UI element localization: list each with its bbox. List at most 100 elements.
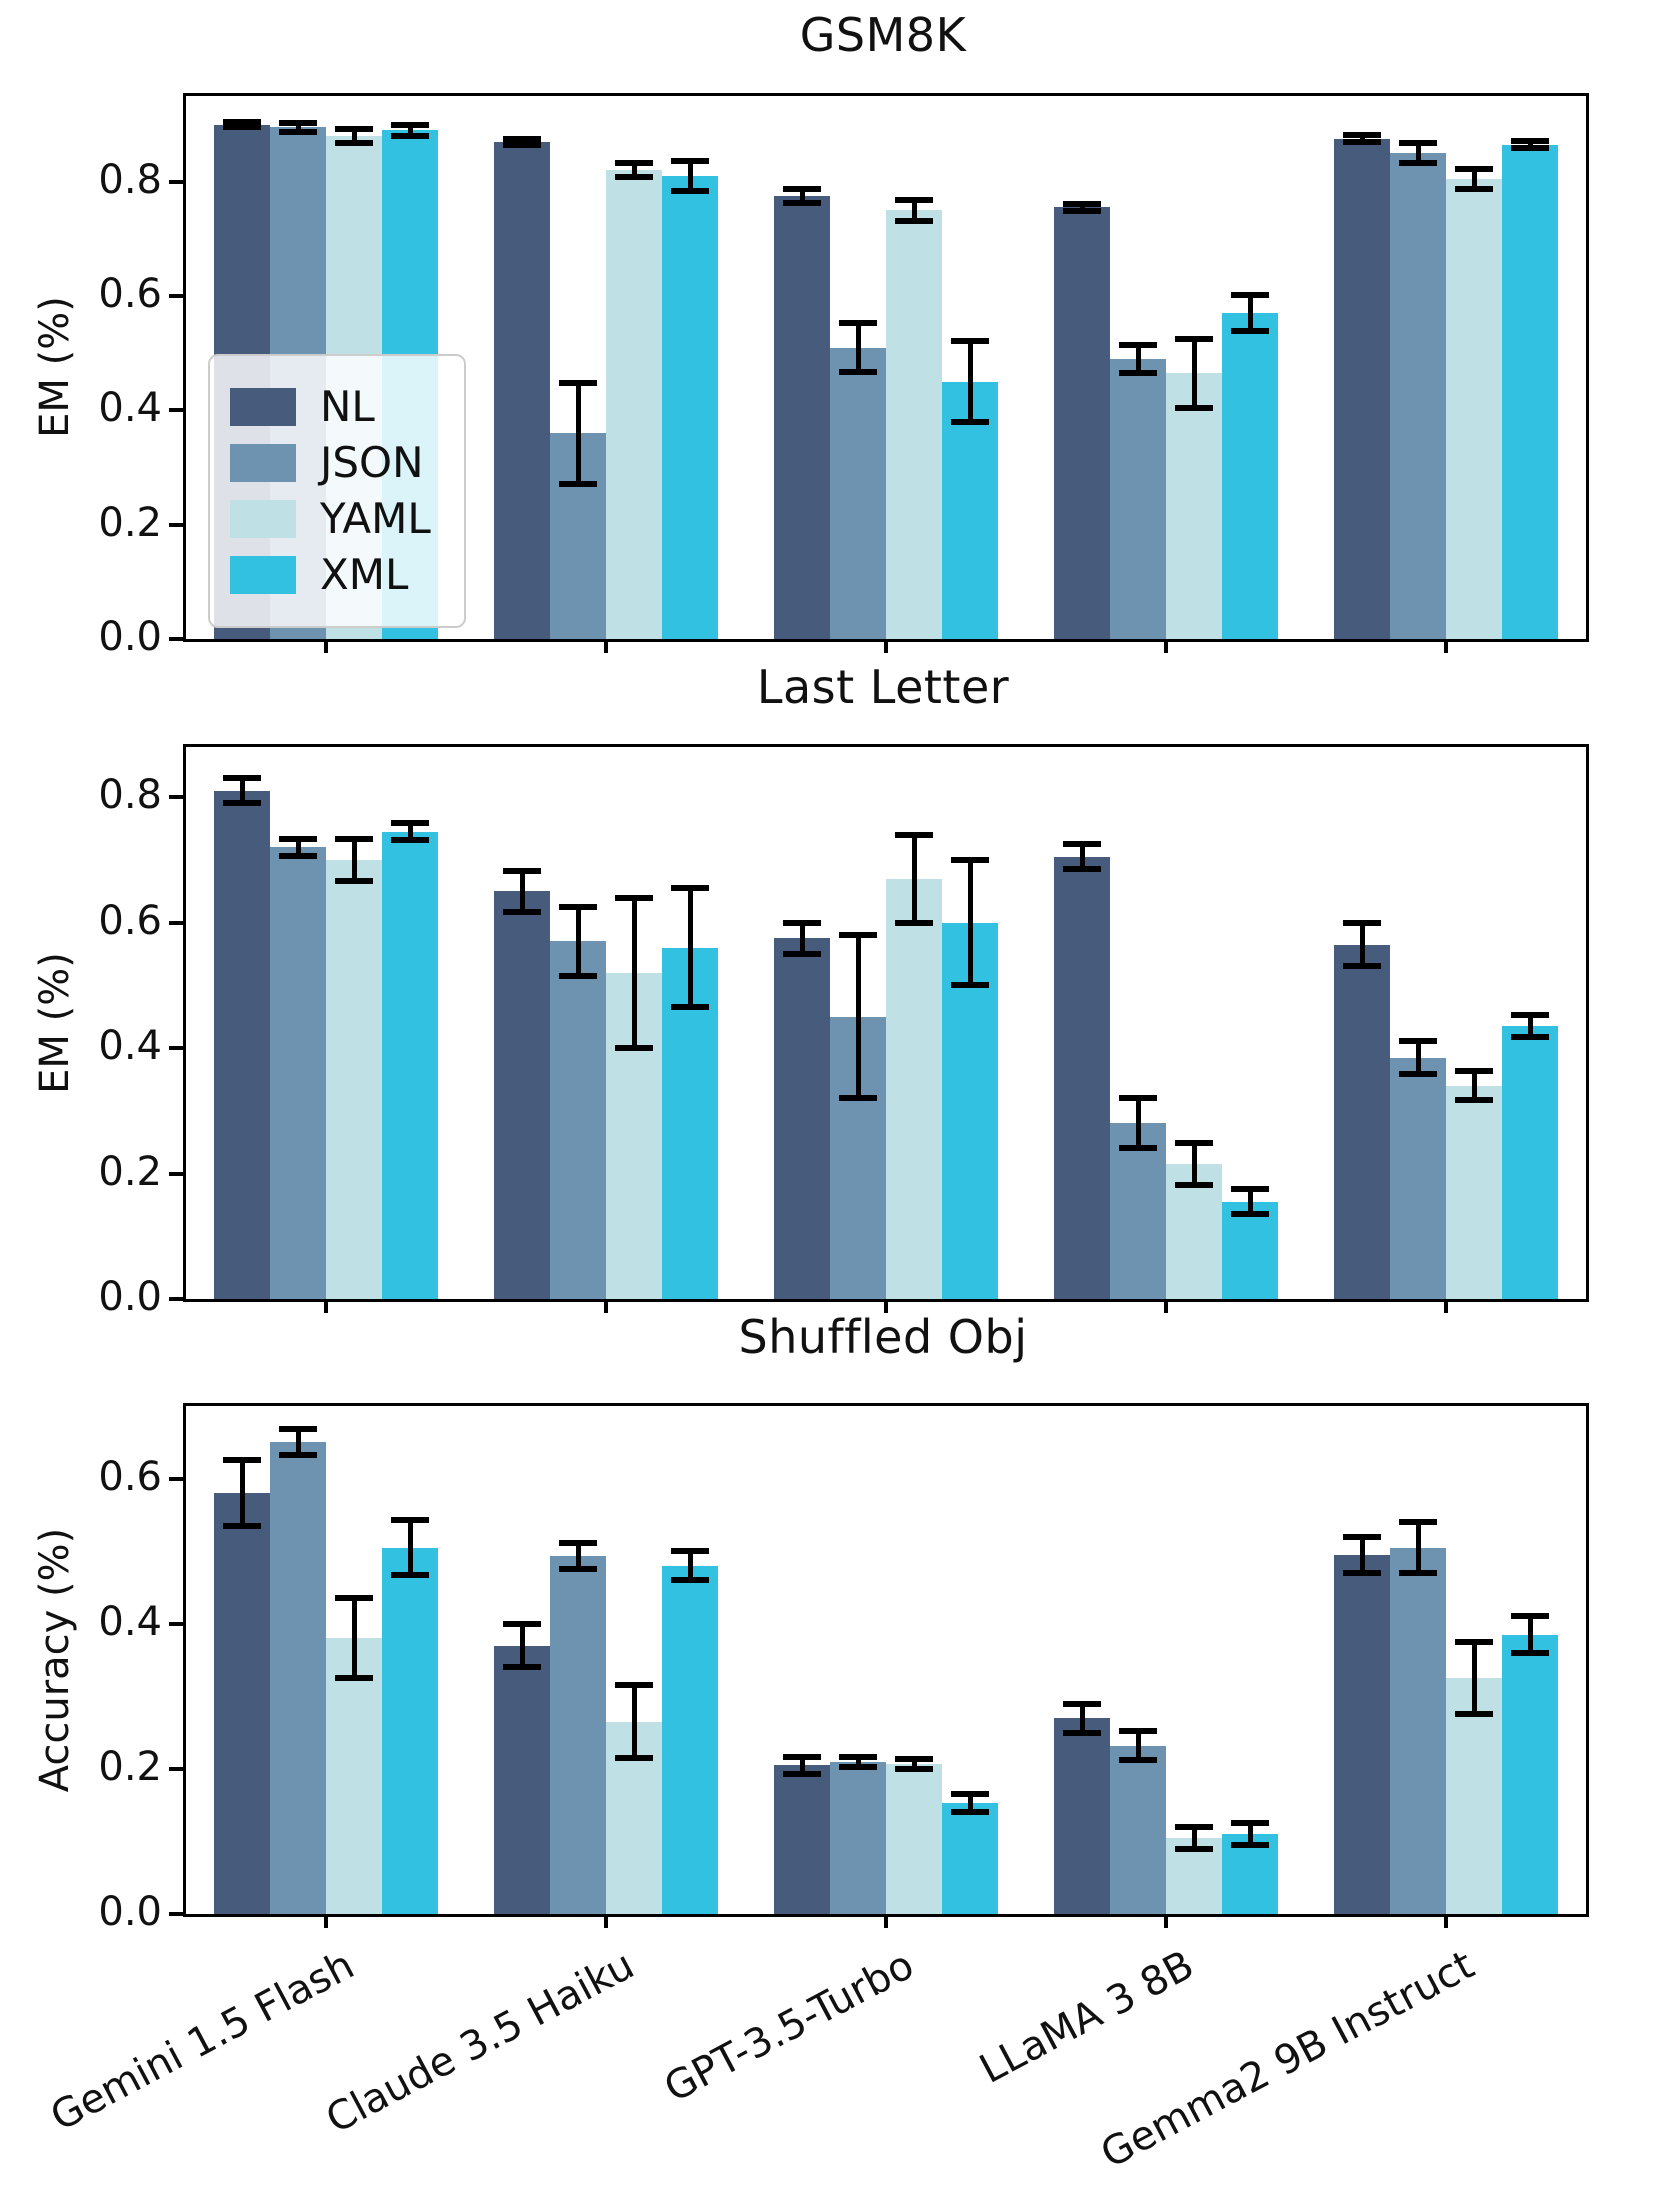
error-bar-cap: [783, 951, 821, 957]
legend-swatch-yaml: [230, 500, 296, 538]
error-bar-stem: [1247, 1189, 1253, 1215]
x-tick-label-model: LLaMA 3 8B: [972, 1942, 1202, 2093]
error-bar-cap: [951, 419, 989, 426]
bar-yaml-3: [886, 1763, 942, 1914]
error-bar-cap: [335, 1675, 373, 1682]
error-bar-stem: [855, 1756, 861, 1767]
legend-box: NL JSON YAML XML: [208, 354, 466, 628]
error-bar-cap: [1455, 166, 1493, 173]
error-bar-stem: [1135, 344, 1141, 374]
bar-xml-2: [662, 1565, 718, 1914]
error-bar-cap: [671, 885, 709, 892]
error-bar-cap: [1175, 335, 1213, 342]
bar-nl-5: [1334, 944, 1390, 1299]
error-bar-cap: [1175, 1139, 1213, 1146]
bar-json-1: [270, 847, 326, 1299]
y-tick-mark: [169, 1766, 183, 1771]
error-bar-stem: [911, 834, 917, 923]
x-tick-mark: [604, 1914, 608, 1928]
error-bar-stem: [1079, 1703, 1085, 1733]
error-bar-cap: [1455, 1097, 1493, 1104]
error-bar-cap: [1399, 159, 1437, 166]
error-bar-cap: [1343, 920, 1381, 927]
error-bar-cap: [615, 1754, 653, 1761]
bar-json-2: [550, 1556, 606, 1914]
x-tick-label-model: GPT-3.5-Turbo: [657, 1942, 922, 2112]
error-bar-cap: [1231, 1186, 1269, 1193]
error-bar-cap: [839, 932, 877, 939]
error-bar-cap: [1231, 1211, 1269, 1218]
error-bar-cap: [559, 480, 597, 487]
error-bar-stem: [631, 897, 637, 1049]
error-bar-cap: [1231, 1842, 1269, 1849]
error-bar-cap: [559, 379, 597, 386]
plot-area-shuffled-obj: 0.0 0.2 0.4 0.6 Gemini 1.5 Flash Claude 3.5 H…: [43, 1403, 1589, 2177]
error-bar-cap: [1511, 1613, 1549, 1620]
error-bar-cap: [503, 135, 541, 142]
error-bar-cap: [391, 1572, 429, 1579]
y-tick-mark: [169, 637, 183, 641]
error-bar-stem: [1527, 141, 1533, 148]
error-bar-stem: [1415, 1522, 1421, 1573]
error-bar-stem: [799, 1756, 805, 1774]
legend-swatch-xml: [230, 556, 296, 594]
error-bar-stem: [295, 122, 301, 132]
bar-nl-4: [1054, 207, 1110, 639]
error-bar-cap: [1119, 370, 1157, 377]
bar-xml-2: [662, 176, 718, 639]
error-bar-stem: [407, 822, 413, 841]
error-bar-cap: [1343, 132, 1381, 139]
x-tick-mark: [1164, 1914, 1168, 1928]
error-bar-cap: [279, 129, 317, 135]
y-tick-mark: [169, 1912, 183, 1916]
error-bar-stem: [519, 1623, 525, 1668]
error-bar-cap: [783, 1770, 821, 1777]
y-tick-label: 0.2: [98, 1148, 162, 1195]
error-bar-cap: [895, 1755, 933, 1762]
legend-swatch-nl: [230, 388, 296, 426]
error-bar-cap: [559, 972, 597, 979]
x-tick-mark: [324, 1299, 328, 1313]
error-bar-cap: [1231, 291, 1269, 298]
error-bar-cap: [503, 908, 541, 915]
error-bar-stem: [1079, 204, 1085, 211]
bar-yaml-1: [326, 1638, 382, 1914]
error-bar-stem: [407, 124, 413, 136]
bar-nl-1: [214, 790, 270, 1299]
bar-json-4: [1110, 358, 1166, 639]
y-tick-label: 0.8: [98, 772, 162, 819]
legend-label-yaml: YAML: [320, 494, 431, 543]
error-bar-stem: [575, 906, 581, 976]
error-bar-cap: [1455, 185, 1493, 192]
error-bar-stem: [855, 322, 861, 373]
x-tick-mark: [1444, 1299, 1448, 1313]
error-bar-cap: [671, 157, 709, 164]
error-bar-cap: [951, 1808, 989, 1815]
bar-xml-4: [1222, 1201, 1278, 1299]
error-bar-stem: [351, 839, 357, 881]
y-tick-mark: [169, 408, 183, 413]
error-bar-cap: [279, 852, 317, 859]
error-bar-stem: [1415, 1040, 1421, 1075]
error-bar-cap: [1399, 140, 1437, 147]
error-bar-cap: [783, 199, 821, 206]
error-bar-stem: [799, 189, 805, 203]
error-bar-cap: [895, 197, 933, 204]
error-bar-cap: [895, 1765, 933, 1772]
error-bar-cap: [1511, 138, 1549, 145]
error-bar-cap: [1511, 145, 1549, 151]
error-bar-cap: [391, 133, 429, 139]
error-bar-cap: [839, 1763, 877, 1770]
error-bar-stem: [1191, 1826, 1197, 1849]
error-bar-cap: [1119, 1095, 1157, 1102]
y-tick-label: 0.2: [98, 499, 162, 546]
bar-xml-1: [382, 1547, 438, 1914]
y-tick-mark: [169, 1621, 183, 1626]
error-bar-cap: [839, 319, 877, 326]
error-bar-cap: [783, 919, 821, 926]
bar-json-2: [550, 941, 606, 1299]
error-bar-cap: [1119, 1757, 1157, 1764]
error-bar-cap: [391, 121, 429, 128]
error-bar-stem: [687, 160, 693, 192]
